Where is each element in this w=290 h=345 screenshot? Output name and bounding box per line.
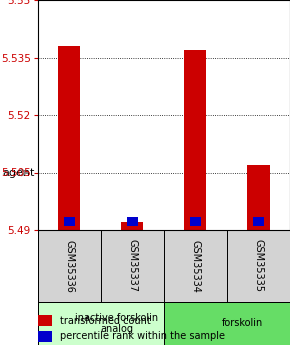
Bar xyxy=(247,165,269,230)
Bar xyxy=(101,230,164,302)
Bar xyxy=(164,230,227,302)
Text: GSM35335: GSM35335 xyxy=(253,239,263,293)
Bar xyxy=(227,230,290,302)
Bar xyxy=(127,217,138,226)
Text: transformed count: transformed count xyxy=(60,316,151,326)
Text: inactive forskolin
analog: inactive forskolin analog xyxy=(75,313,158,334)
Bar xyxy=(164,302,290,345)
Bar xyxy=(121,222,143,230)
Bar xyxy=(38,302,164,345)
Text: GSM35334: GSM35334 xyxy=(191,239,200,292)
Text: agent: agent xyxy=(2,168,34,177)
Bar xyxy=(38,315,52,326)
Bar xyxy=(38,331,52,342)
Text: GSM35337: GSM35337 xyxy=(127,239,137,293)
Text: percentile rank within the sample: percentile rank within the sample xyxy=(60,332,225,342)
Bar xyxy=(190,217,201,226)
Bar xyxy=(253,217,264,226)
Bar xyxy=(38,230,101,302)
Bar xyxy=(184,50,206,230)
Bar xyxy=(58,46,80,230)
Text: GSM35336: GSM35336 xyxy=(64,239,74,292)
Text: forskolin: forskolin xyxy=(222,318,263,328)
Bar xyxy=(64,217,75,226)
